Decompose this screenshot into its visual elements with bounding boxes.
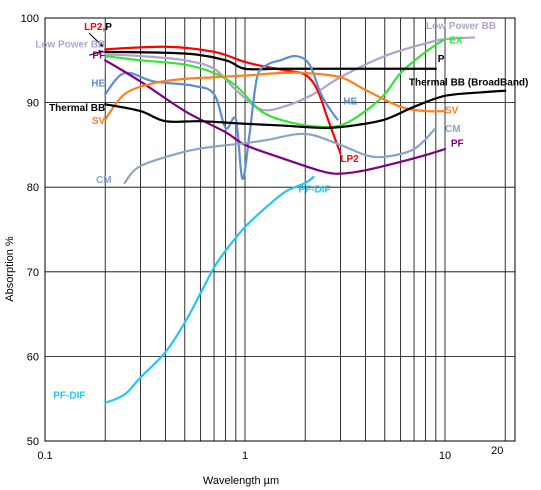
- y-tick-label: 80: [27, 182, 39, 194]
- series-label-sv: SV: [92, 116, 106, 127]
- series-line-sv: [104, 71, 447, 121]
- series-label-p: P: [438, 54, 445, 65]
- series-label-pf-dif: PF-DIF: [298, 184, 330, 195]
- series-label-p: P: [105, 22, 112, 33]
- series-line-pf: [104, 59, 447, 175]
- series-label-lp2-p: LP2,: [84, 22, 105, 33]
- series-line-pf-dif: [104, 175, 315, 405]
- y-tick-label: 70: [27, 267, 39, 279]
- label-arrowhead: [98, 42, 104, 47]
- plot-frame: [44, 17, 516, 442]
- y-tick-label: 90: [27, 98, 39, 110]
- label-arrows: [88, 32, 104, 56]
- x-tick-label: 1: [242, 450, 248, 462]
- series-label-he: HE: [91, 79, 105, 90]
- series-label-low-power-bb: Low Power BB: [35, 40, 105, 51]
- grid-lines: [44, 17, 516, 442]
- series-label-cm: CM: [445, 124, 461, 135]
- series-line-p: [104, 50, 437, 71]
- series-label-ex: EX: [449, 35, 463, 46]
- series-label-sv: SV: [445, 106, 459, 117]
- series-label-thermal-bb-broadband: Thermal BB (BroadBand): [409, 78, 528, 89]
- y-tick-label: 50: [27, 436, 39, 448]
- y-tick-label: 100: [21, 13, 39, 25]
- label-arrowhead: [98, 50, 104, 55]
- series-line-thermal-bb-broadband: [104, 89, 507, 130]
- tick-labels: 50 60 70 80 90 100 0.1 1 10 20: [21, 13, 504, 462]
- x-tick-label: 10: [439, 450, 451, 462]
- series-label-low-power-bb: Low Power BB: [426, 21, 496, 32]
- series-line-he: [104, 54, 339, 180]
- series-line-cm: [123, 126, 437, 185]
- y-tick-label: 60: [27, 351, 39, 363]
- series-label-cm: CM: [96, 175, 112, 186]
- series-label-he: HE: [343, 96, 357, 107]
- series-line-low-power-bb: [104, 36, 476, 112]
- series-label-pf: PF: [451, 139, 464, 150]
- x-tick-label: 20: [491, 445, 503, 457]
- series-label-pf: PF: [92, 51, 105, 62]
- series-line-ex: [104, 38, 447, 129]
- series-label-thermal-bb-broadband: Thermal BB: [49, 103, 105, 114]
- y-axis-title: Absorption %: [4, 236, 16, 302]
- series-label-lp2-p: LP2: [340, 154, 359, 165]
- series-lines: [104, 36, 507, 405]
- x-tick-label: 0.1: [37, 450, 52, 462]
- series-label-pf-dif: PF-DIF: [53, 391, 85, 402]
- x-axis-title: Wavelength µm: [203, 475, 279, 487]
- series-labels: Low Power BB Low Power BB EX LP2, LP2 P P HE HE P…: [35, 21, 528, 402]
